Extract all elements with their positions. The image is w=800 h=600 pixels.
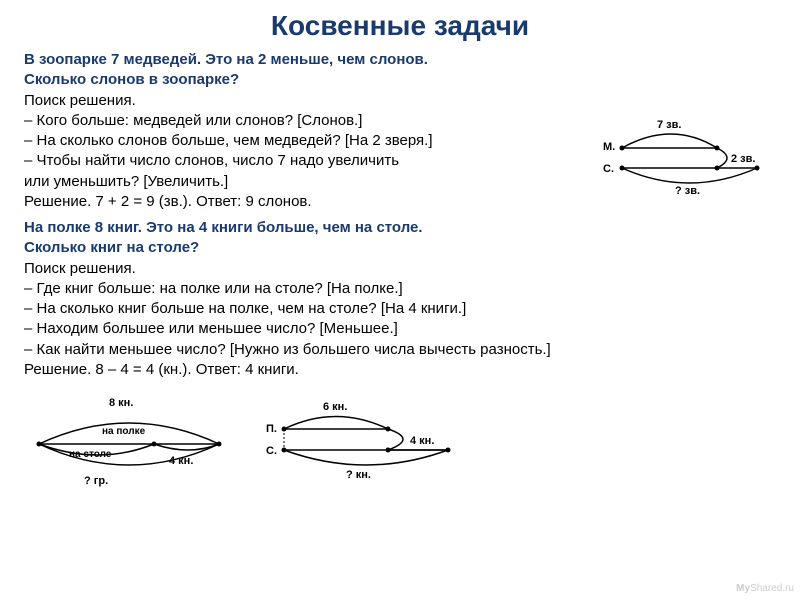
d3-right-label: 4 кн. [410,435,434,447]
d1-top-label: 7 зв. [657,119,681,131]
d3-label-p: П. [266,423,277,435]
d3-label-s: С. [266,445,277,457]
p1-line4: – Кого больше: медведей или слонов? [Сло… [24,111,534,131]
diagram-2: 8 кн. на полке на столе 4 кн. ? гр. [24,394,234,489]
p1-line6: – Чтобы найти число слонов, число 7 надо… [24,151,534,171]
p2-line6: – Находим большее или меньшее число? [Ме… [24,319,776,339]
p1-line1: В зоопарке 7 медведей. Это на 2 меньше, … [24,50,534,70]
d1-label-m: М. [603,141,615,153]
p2-line5: – На сколько книг больше на полке, чем н… [24,299,776,319]
p2-line7: – Как найти меньшее число? [Нужно из бол… [24,340,776,360]
d2-right-label: 4 кн. [169,455,193,467]
p2-line1: На полке 8 книг. Это на 4 книги больше, … [24,218,776,238]
diagram-3: П. С. 6 кн. 4 кн. ? кн. [258,394,468,489]
p1-line3: Поиск решения. [24,91,534,111]
watermark-my: My [736,583,750,594]
d1-bottom-label: ? зв. [675,185,700,197]
d2-top-label: 8 кн. [109,397,133,409]
diagram-row: 8 кн. на полке на столе 4 кн. ? гр. П. С… [0,386,800,489]
d2-mid-bottom: на столе [69,449,112,460]
p1-line5: – На сколько слонов больше, чем медведей… [24,131,534,151]
p1-line2: Сколько слонов в зоопарке? [24,70,534,90]
page-title: Косвенные задачи [0,0,800,50]
d3-bottom-label: ? кн. [346,469,371,481]
d1-label-s: С. [603,163,614,175]
problem-1: В зоопарке 7 медведей. Это на 2 меньше, … [0,50,800,212]
watermark-shared: Shared.ru [750,583,794,594]
p1-line8: Решение. 7 + 2 = 9 (зв.). Ответ: 9 слоно… [24,192,534,212]
watermark: MyShared.ru [736,583,794,594]
d1-right-label: 2 зв. [731,153,755,165]
p2-line2: Сколько книг на столе? [24,238,776,258]
problem-2: На полке 8 книг. Это на 4 книги больше, … [0,218,800,380]
p1-line7: или уменьшить? [Увеличить.] [24,172,534,192]
p2-line3: Поиск решения. [24,259,776,279]
p2-line8: Решение. 8 – 4 = 4 (кн.). Ответ: 4 книги… [24,360,776,380]
p2-line4: – Где книг больше: на полке или на столе… [24,279,776,299]
d2-mid-top: на полке [102,426,146,437]
diagram-1: М. С. 7 зв. 2 зв. ? зв. [597,110,772,200]
d2-bottom-label: ? гр. [84,475,108,487]
d3-top-label: 6 кн. [323,401,347,413]
